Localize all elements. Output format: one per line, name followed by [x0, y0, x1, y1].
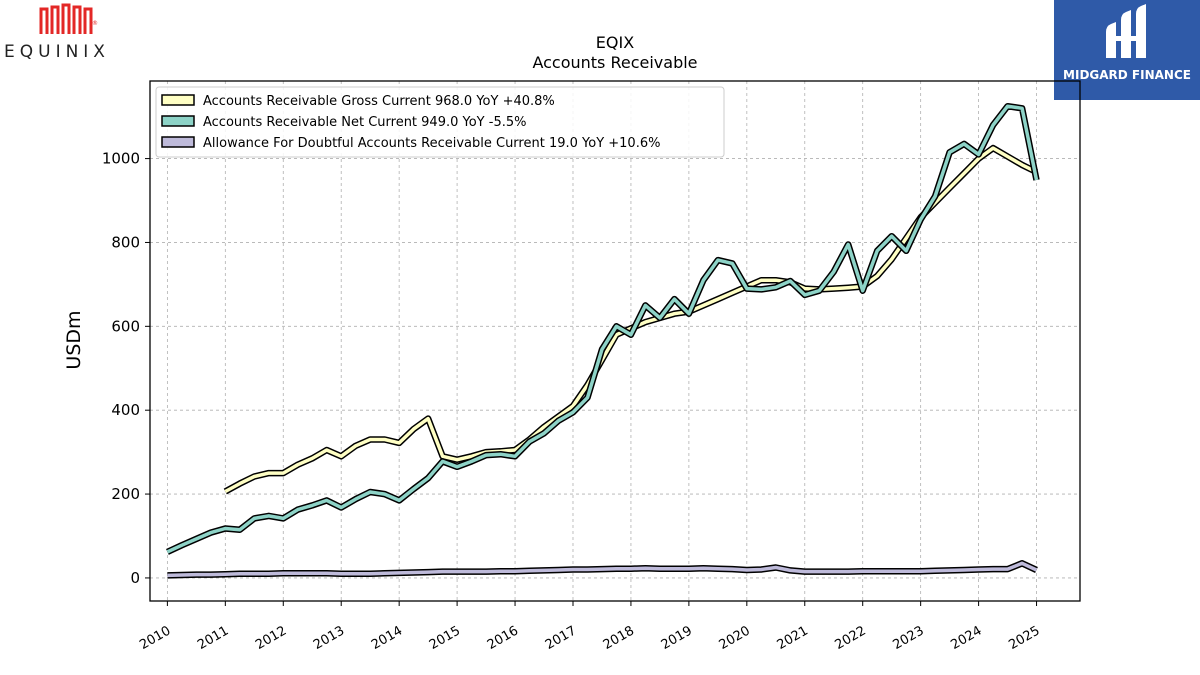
equinix-mark-icon: ®: [39, 3, 98, 34]
y-tick-label: 400: [111, 401, 140, 419]
x-tick-label: 2011: [195, 623, 231, 653]
y-tick-label: 800: [111, 233, 140, 251]
chart-title: EQIX: [596, 33, 634, 52]
x-tick-label: 2022: [833, 623, 869, 653]
axes: 0 200 400 600 800 1000 2010 2011 2012 2013 2014 201…: [102, 150, 1043, 653]
x-tick-label: 2018: [601, 623, 637, 653]
y-tick-label: 200: [111, 485, 140, 503]
y-tick-label: 0: [130, 569, 140, 587]
legend-box: [155, 86, 725, 158]
x-tick-label: 2012: [253, 623, 289, 653]
midgard-mark-icon: [1106, 4, 1146, 58]
x-tick-label: 2013: [311, 623, 347, 653]
series-line-2: [167, 561, 1038, 578]
x-tick-label: 2024: [948, 623, 984, 653]
series-group: [166, 102, 1040, 579]
x-tick-label: 2014: [369, 623, 405, 653]
x-tick-label: 2019: [659, 623, 695, 653]
x-tick-label: 2016: [485, 623, 521, 653]
svg-text:®: ®: [92, 20, 98, 27]
x-tick-label: 2010: [137, 623, 173, 653]
equinix-logo: ® EQUINIX: [0, 0, 130, 70]
y-tick-label: 1000: [102, 150, 140, 168]
series-outline-0: [223, 144, 1038, 495]
series-line-1: [166, 104, 1039, 554]
legend-label: Allowance For Doubtful Accounts Receivab…: [203, 136, 660, 151]
legend-swatch: [161, 136, 195, 148]
equinix-wordmark: EQUINIX: [4, 42, 110, 62]
plot-frame: [149, 80, 1081, 602]
legend: Accounts Receivable Gross Current 968.0 …: [155, 86, 725, 158]
x-tick-label: 2025: [1006, 623, 1042, 653]
x-tick-label: 2020: [717, 623, 753, 653]
x-tick-label: 2017: [543, 623, 579, 653]
midgard-finance-name: MIDGARD FINANCE: [1063, 68, 1191, 82]
midgard-finance-watermark: MIDGARD FINANCE: [1054, 0, 1200, 100]
y-axis-label: USDm: [63, 310, 85, 369]
series-line-0: [224, 146, 1038, 494]
x-tick-label: 2021: [775, 623, 811, 653]
legend-label: Accounts Receivable Net Current 949.0 Yo…: [203, 115, 526, 130]
y-tick-label: 600: [111, 317, 140, 335]
x-tick-label: 2015: [427, 623, 463, 653]
x-tick-label: 2023: [890, 623, 926, 653]
series-outline-1: [166, 102, 1040, 555]
chart-subtitle: Accounts Receivable: [532, 53, 697, 72]
legend-swatch: [161, 115, 195, 127]
legend-swatch: [161, 94, 195, 106]
grid: [150, 81, 1080, 601]
legend-label: Accounts Receivable Gross Current 968.0 …: [203, 94, 555, 109]
